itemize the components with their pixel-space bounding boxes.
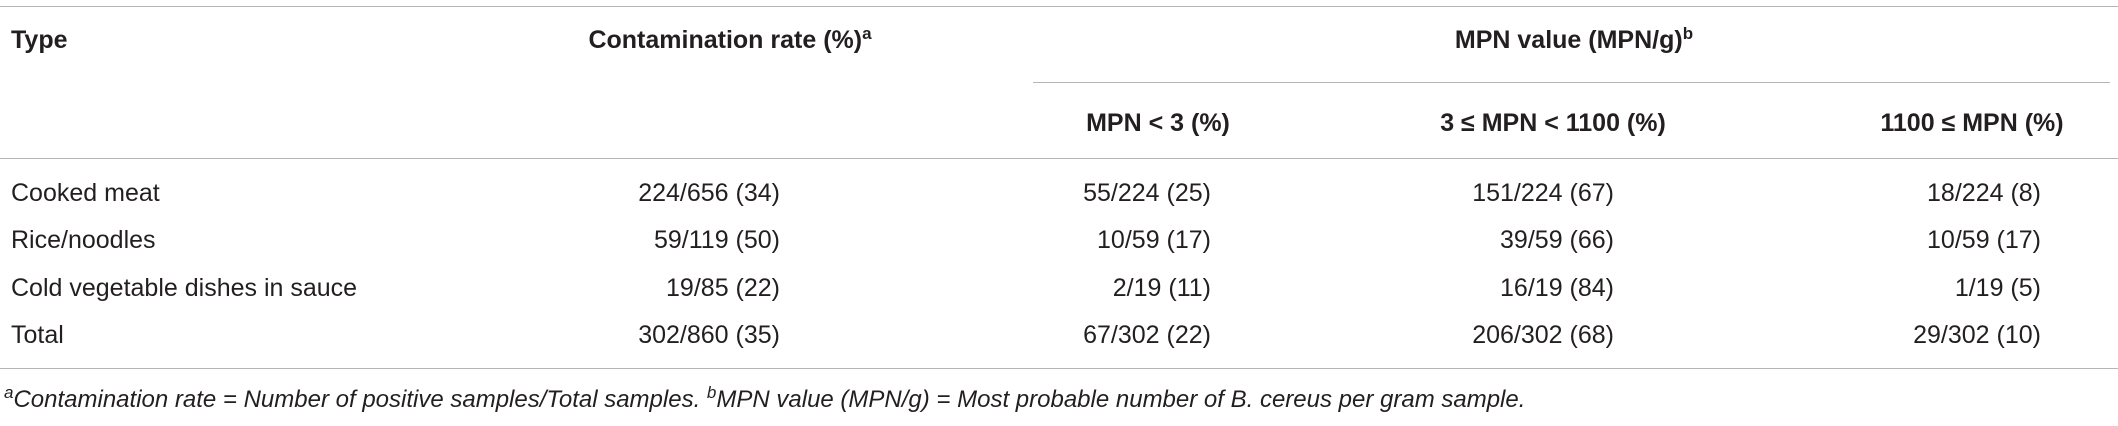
header-mpn: MPN value (MPN/g)b: [1455, 25, 1693, 55]
cell: 16/19 (84): [1500, 274, 1614, 302]
cell: 55/224 (25): [1083, 179, 1211, 207]
subheader: MPN < 3 (%): [1086, 109, 1230, 137]
footnote-text: MPN value (MPN/g) = Most probable number…: [716, 386, 1526, 413]
superscript: a: [4, 383, 14, 402]
cell: 224/656 (34): [638, 179, 780, 207]
header-type: Type: [11, 26, 68, 54]
cell: 29/302 (10): [1913, 321, 2041, 349]
cell: 302/860 (35): [638, 321, 780, 349]
cell: 206/302 (68): [1472, 321, 1614, 349]
cell: 151/224 (67): [1472, 179, 1614, 207]
row-label: Total: [11, 321, 64, 349]
group-rule: [1033, 82, 2110, 83]
cell: 10/59 (17): [1927, 226, 2041, 254]
footnote: aContamination rate = Number of positive…: [4, 383, 1526, 414]
cell: 2/19 (11): [1112, 274, 1211, 302]
cell: 59/119 (50): [653, 226, 780, 254]
cell: 1/19 (5): [1954, 274, 2041, 302]
superscript: b: [706, 383, 717, 402]
header-text: Contamination rate (%): [588, 26, 863, 54]
row-label: Rice/noodles: [11, 226, 156, 254]
top-rule: [0, 6, 2118, 7]
header-rule: [0, 158, 2118, 159]
row-label: Cooked meat: [11, 179, 160, 207]
row-label: Cold vegetable dishes in sauce: [11, 274, 358, 302]
cell: 18/224 (8): [1927, 179, 2041, 207]
header-text: MPN value (MPN/g): [1454, 26, 1683, 54]
superscript: a: [862, 24, 872, 43]
cell: 67/302 (22): [1083, 321, 1211, 349]
subheader: 3 ≤ MPN < 1100 (%): [1440, 109, 1666, 137]
superscript: b: [1682, 24, 1694, 43]
footnote-text: Contamination rate = Number of positive …: [13, 386, 701, 413]
cell: 10/59 (17): [1097, 226, 1211, 254]
cell: 39/59 (66): [1500, 226, 1614, 254]
subheader: 1100 ≤ MPN (%): [1880, 109, 2064, 137]
bottom-rule: [0, 368, 2118, 369]
header-contamination: Contamination rate (%)a: [588, 25, 871, 55]
cell: 19/85 (22): [666, 274, 780, 302]
